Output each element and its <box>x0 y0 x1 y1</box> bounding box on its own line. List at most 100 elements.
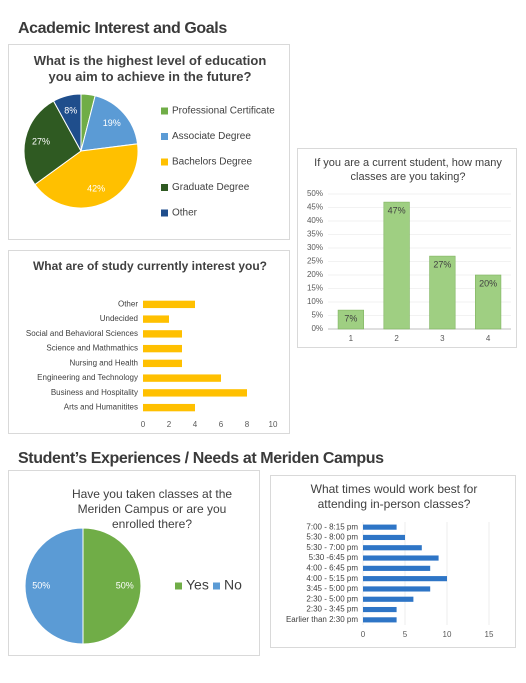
data-label: 42% <box>87 184 105 194</box>
legend-swatch <box>161 209 168 217</box>
bar <box>143 315 169 323</box>
category-label: Other <box>118 299 138 308</box>
chart: 0 5 10 157:00 - 8:15 pm5:30 - 8:00 pm5:30 -… <box>286 522 494 639</box>
legend-label: No <box>224 577 242 593</box>
chart-title: Have you taken classes at the Meriden Ca… <box>71 487 233 531</box>
x-tick-label: 6 <box>219 420 224 429</box>
bar <box>143 403 195 412</box>
category-label: Business and Hospitality <box>51 388 138 397</box>
chart-title: What is the highest level of education y… <box>33 53 267 85</box>
x-tick-label: 10 <box>269 420 278 429</box>
y-tick-label: 0% <box>311 324 323 333</box>
legend-swatch <box>161 184 168 191</box>
category-label: Social and Behavioral Sciences <box>26 329 138 338</box>
bar <box>143 389 247 397</box>
bar <box>363 534 405 541</box>
category-label: 5:30 - 7:00 pm <box>306 543 358 552</box>
pie-slice <box>52 93 82 152</box>
bar <box>363 586 431 592</box>
bar <box>363 524 397 530</box>
bar <box>475 274 502 330</box>
chart-title: If you are a current student, how many c… <box>314 157 502 183</box>
category-label: 7:00 - 8:15 pm <box>306 522 358 531</box>
x-tick-label: 15 <box>485 630 494 639</box>
bar <box>363 596 414 602</box>
x-tick-label: 4 <box>486 334 491 343</box>
data-label: 27% <box>433 259 451 269</box>
bar <box>143 374 221 382</box>
category-label: 4:00 - 5:15 pm <box>306 574 358 583</box>
pie-slice <box>23 100 82 186</box>
x-tick-label: 10 <box>443 630 452 639</box>
legend-label: Other <box>172 208 198 219</box>
category-label: Nursing and Health <box>70 358 138 367</box>
legend-label: Graduate Degree <box>172 182 250 193</box>
category-label: 5:30 - 8:00 pm <box>306 533 358 542</box>
y-tick-label: 30% <box>307 243 323 252</box>
data-label: 20% <box>479 278 497 288</box>
x-tick-label: 2 <box>394 334 399 343</box>
section-heading: Academic Interest and Goals <box>18 20 227 37</box>
legend-swatch <box>161 158 168 166</box>
x-tick-label: 3 <box>440 334 445 343</box>
chart-panel: 19% 42% 27% 8% Professional Certificate Assoc… <box>8 44 290 240</box>
chart-panel: 0 2 4 6 8 10 Other Undecided Social and Behavior… <box>8 250 290 434</box>
y-tick-label: 5% <box>311 311 323 320</box>
chart-title: What times would work best for attending… <box>310 482 478 511</box>
bar <box>363 606 397 613</box>
data-label: 7% <box>344 313 357 323</box>
data-label: 50% <box>116 580 134 590</box>
legend-swatch <box>213 582 220 590</box>
category-label: Engineering and Technology <box>37 373 138 382</box>
x-tick-label: 4 <box>193 420 198 429</box>
data-label: 50% <box>32 580 50 590</box>
category-label: 2:30 - 5:00 pm <box>306 594 358 603</box>
bar <box>143 359 182 368</box>
x-tick-label: 0 <box>141 420 146 429</box>
x-tick-label: 8 <box>245 420 250 429</box>
legend-label: Bachelors Degree <box>172 157 252 168</box>
bar <box>383 201 410 330</box>
y-tick-label: 10% <box>307 297 323 306</box>
y-tick-label: 45% <box>307 203 323 212</box>
x-tick-label: 1 <box>349 334 354 343</box>
chart: 19% 42% 27% 8% Professional Certificate Assoc… <box>23 93 275 219</box>
chart-title: What are of study currently interest you… <box>32 259 268 273</box>
bar <box>143 300 195 309</box>
legend-label: Yes <box>186 577 209 593</box>
category-label: Undecided <box>100 314 138 323</box>
x-tick-label: 5 <box>403 630 408 639</box>
section-heading: Student’s Experiences / Needs at Meriden… <box>18 450 384 467</box>
y-tick-label: 35% <box>307 230 323 239</box>
x-tick-label: 2 <box>167 420 172 429</box>
category-label: Science and Mathmathics <box>46 344 138 353</box>
x-tick-label: 0 <box>361 630 366 639</box>
bar <box>429 255 456 330</box>
y-tick-label: 25% <box>307 257 323 266</box>
legend-swatch <box>161 107 168 115</box>
legend-label: Professional Certificate <box>172 106 275 117</box>
chart: 0% 5% 10% 15% 20% 25% 30% 35% 40% 45% 50% 1 7% 2 47% 3 2… <box>307 189 511 343</box>
bar <box>143 344 182 353</box>
bar <box>363 576 447 582</box>
category-label: 3:45 - 5:00 pm <box>306 584 358 593</box>
data-label: 19% <box>103 118 121 128</box>
chart-panel: 0% 5% 10% 15% 20% 25% 30% 35% 40% 45% 50% 1 7% 2 47% 3 2… <box>297 148 517 348</box>
pie-slice <box>80 95 139 152</box>
pie-slice <box>34 143 139 209</box>
y-tick-label: 50% <box>307 189 323 198</box>
category-label: Arts and Humanitites <box>64 403 138 412</box>
y-tick-label: 15% <box>307 284 323 293</box>
pie-slice <box>82 527 142 645</box>
chart: 50% 50% Yes No <box>24 527 242 645</box>
bar <box>363 545 422 551</box>
data-label: 27% <box>32 136 50 146</box>
legend-label: Associate Degree <box>172 131 251 142</box>
category-label: 4:00 - 6:45 pm <box>306 563 358 572</box>
category-label: 5:30 -6:45 pm <box>309 553 359 562</box>
y-tick-label: 40% <box>307 216 323 225</box>
chart-panel: 50% 50% Yes No Have you taken classes at the… <box>8 470 260 656</box>
legend-swatch <box>161 133 168 140</box>
legend-swatch <box>175 582 182 590</box>
